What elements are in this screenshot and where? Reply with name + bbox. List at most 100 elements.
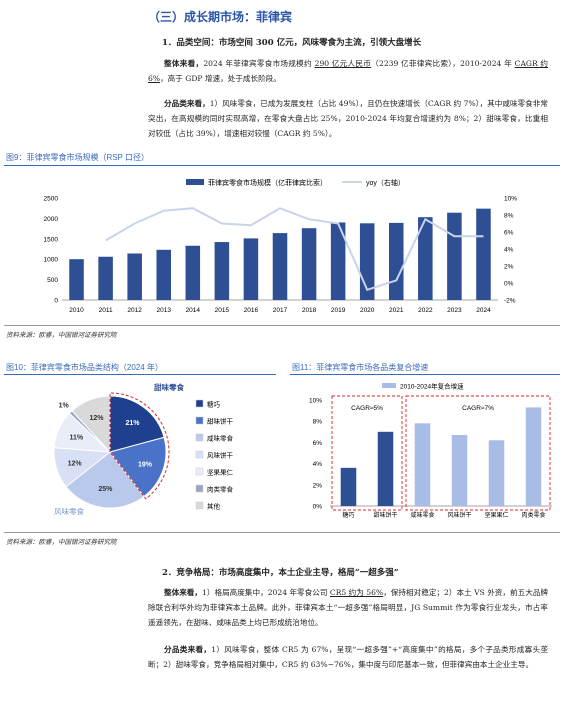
yoy-line (105, 207, 484, 292)
x-tick-label: 2024 (476, 307, 491, 314)
x-tick-label: 2011 (99, 307, 113, 314)
pie-label: 11% (69, 434, 83, 441)
sweet-group-outline (109, 392, 170, 500)
figure-11-title: 图11：菲律宾零食市场各品类复合增速 (292, 363, 429, 372)
underlined-text: 290 亿元人民币 (314, 59, 372, 68)
y-tick-label: 8% (313, 419, 323, 426)
annotation-savory: 风味零食 (54, 506, 84, 516)
lead-text: 整体来看， (164, 588, 203, 597)
x-tick-label: 2015 (215, 307, 230, 314)
legend-label: 坚果果仁 (207, 468, 234, 477)
x-tick-label: 坚果果仁 (484, 511, 508, 519)
annotation-savory-cagr: CAGR≈7% (462, 405, 494, 412)
y2-tick-label: 2% (504, 264, 514, 271)
annotation-sweet-cagr: CAGR≈5% (351, 405, 383, 412)
x-tick-label: 风味饼干 (447, 511, 471, 519)
y-tick-label: 6% (313, 440, 323, 447)
y-tick-label: 2000 (44, 216, 59, 223)
text-span: 1）风味零食，已成为发展支柱（占比 49%），且仍在快速增长（CAGR 约 7%… (148, 99, 548, 138)
legend-label: 咸味零食 (207, 434, 234, 443)
legend-swatch (195, 399, 204, 408)
legend-swatch (195, 501, 204, 510)
y2-tick-label: -2% (504, 298, 516, 305)
legend-label: 2010-2024年复合增速 (400, 382, 464, 391)
lead-text: 分品类来看， (164, 645, 212, 654)
bar-2024 (476, 208, 491, 300)
annotation-sweet: 甜味零食 (154, 382, 184, 392)
text-span: （2239 亿菲律宾比索），2010-2024 年 (371, 59, 515, 68)
pie-label: 25% (98, 486, 113, 493)
y-tick-label: 0 (54, 298, 58, 305)
legend-label: 风味饼干 (207, 451, 234, 460)
underlined-text: CR5 约为 56% (329, 588, 384, 597)
underlined-text: CAGR 约 6% (148, 59, 549, 83)
y-tick-label: 0% (313, 504, 323, 511)
x-tick-label: 2012 (127, 307, 142, 314)
pie-slice-咸味零食 (65, 451, 145, 509)
subsection-title-2: 2．竞争格局：市场高度集中，本土企业主导，格局“一超多强” (162, 568, 399, 578)
bar-2017 (272, 233, 288, 300)
text-span: ，高于 GDP 增速，处于成长阶段。 (160, 74, 281, 83)
pie-label: 19% (138, 461, 153, 468)
paragraph-category-competition: 分品类来看，1）风味零食，整体 CR5 为 67%，呈现“一超多强”+“高度集中… (148, 642, 548, 672)
subsection-title-1: 1．品类空间：市场空间 300 亿元，风味零食为主流，引领大盘增长 (162, 38, 422, 48)
figure-9-title: 图9：菲律宾零食市场规模（RSP 口径） (6, 153, 149, 162)
sweet-group-box (331, 395, 403, 511)
bar-2019 (330, 222, 346, 300)
legend-label-size: 菲律宾零食市场规模（亿菲律宾比索） (208, 178, 327, 187)
legend-swatch (195, 467, 204, 476)
x-tick-label: 2010 (69, 307, 84, 314)
pie-slice-糖巧 (109, 395, 165, 453)
x-tick-label: 咸味零食 (410, 511, 434, 519)
y-tick-label: 2% (313, 482, 323, 489)
bar-肉类零食 (525, 407, 542, 506)
bar-2010 (69, 259, 84, 300)
x-tick-label: 肉类零食 (521, 511, 545, 519)
legend-swatch-size (186, 179, 204, 185)
y2-tick-label: 8% (504, 213, 514, 220)
x-tick-label: 2023 (447, 307, 462, 314)
bar-2013 (156, 249, 171, 300)
pie-label: 12% (68, 460, 83, 467)
y-tick-label: 10% (309, 398, 322, 405)
section-title: （三）成长期市场：菲律宾 (148, 10, 293, 24)
text-span: 1）风味零食，整体 CR5 为 67%，呈现“一超多强”+“高度集中”的格局，多… (148, 645, 549, 669)
legend-label: 糖巧 (207, 400, 221, 409)
figure-10-title: 图10：菲律宾零食市场品类结构（2024 年） (6, 363, 163, 372)
bar-2014 (185, 245, 201, 300)
legend-swatch (195, 450, 204, 459)
bar-2021 (389, 222, 404, 300)
legend-swatch (195, 433, 204, 442)
bar-2022 (418, 217, 433, 300)
bar-2011 (98, 256, 113, 300)
pie-label: 21% (125, 420, 140, 427)
legend-swatch (382, 383, 396, 388)
market-size-chart: 菲律宾零食市场规模（亿菲律宾比索） yoy（右轴） 0 500 1000 1500 2000… (44, 178, 518, 314)
source-note: 资料来源：欧睿，中国银河证券研究院 (6, 538, 117, 546)
legend-label-yoy: yoy（右轴） (366, 178, 405, 187)
bar-2012 (127, 253, 142, 300)
paragraph-market-size: 整体来看，2024 年菲律宾零食市场规模约 290 亿元人民币（2239 亿菲律… (148, 56, 548, 86)
lead-text: 分品类来看， (164, 99, 210, 108)
divider (4, 325, 560, 326)
pie-label: 12% (90, 415, 105, 422)
paragraph-competition: 整体来看，1）格局高度集中，2024 年零食公司 CR5 约为 56%，保持相对… (148, 585, 548, 630)
bar-咸味零食 (414, 423, 431, 506)
source-note: 资料来源：欧睿，中国银河证券研究院 (6, 331, 117, 339)
y-tick-label: 500 (47, 277, 58, 284)
y2-tick-label: 4% (504, 247, 514, 254)
text-span: 2024 年菲律宾零食市场规模约 (203, 59, 315, 68)
x-tick-label: 2018 (302, 307, 317, 314)
legend-label: 其他 (207, 502, 221, 511)
y-tick-label: 4% (313, 461, 323, 468)
text-span: 1）格局高度集中，2024 年零食公司 (202, 588, 330, 597)
y-tick-label: 1500 (44, 236, 59, 243)
y2-tick-label: 10% (504, 196, 517, 203)
bar-风味饼干 (451, 434, 468, 506)
bar-2015 (214, 242, 230, 300)
savory-group-box (405, 395, 551, 511)
lead-text: 整体来看， (164, 59, 204, 68)
legend-swatch (195, 416, 204, 425)
bar-2023 (447, 212, 462, 300)
pie-slice-甜味饼干 (109, 436, 167, 498)
